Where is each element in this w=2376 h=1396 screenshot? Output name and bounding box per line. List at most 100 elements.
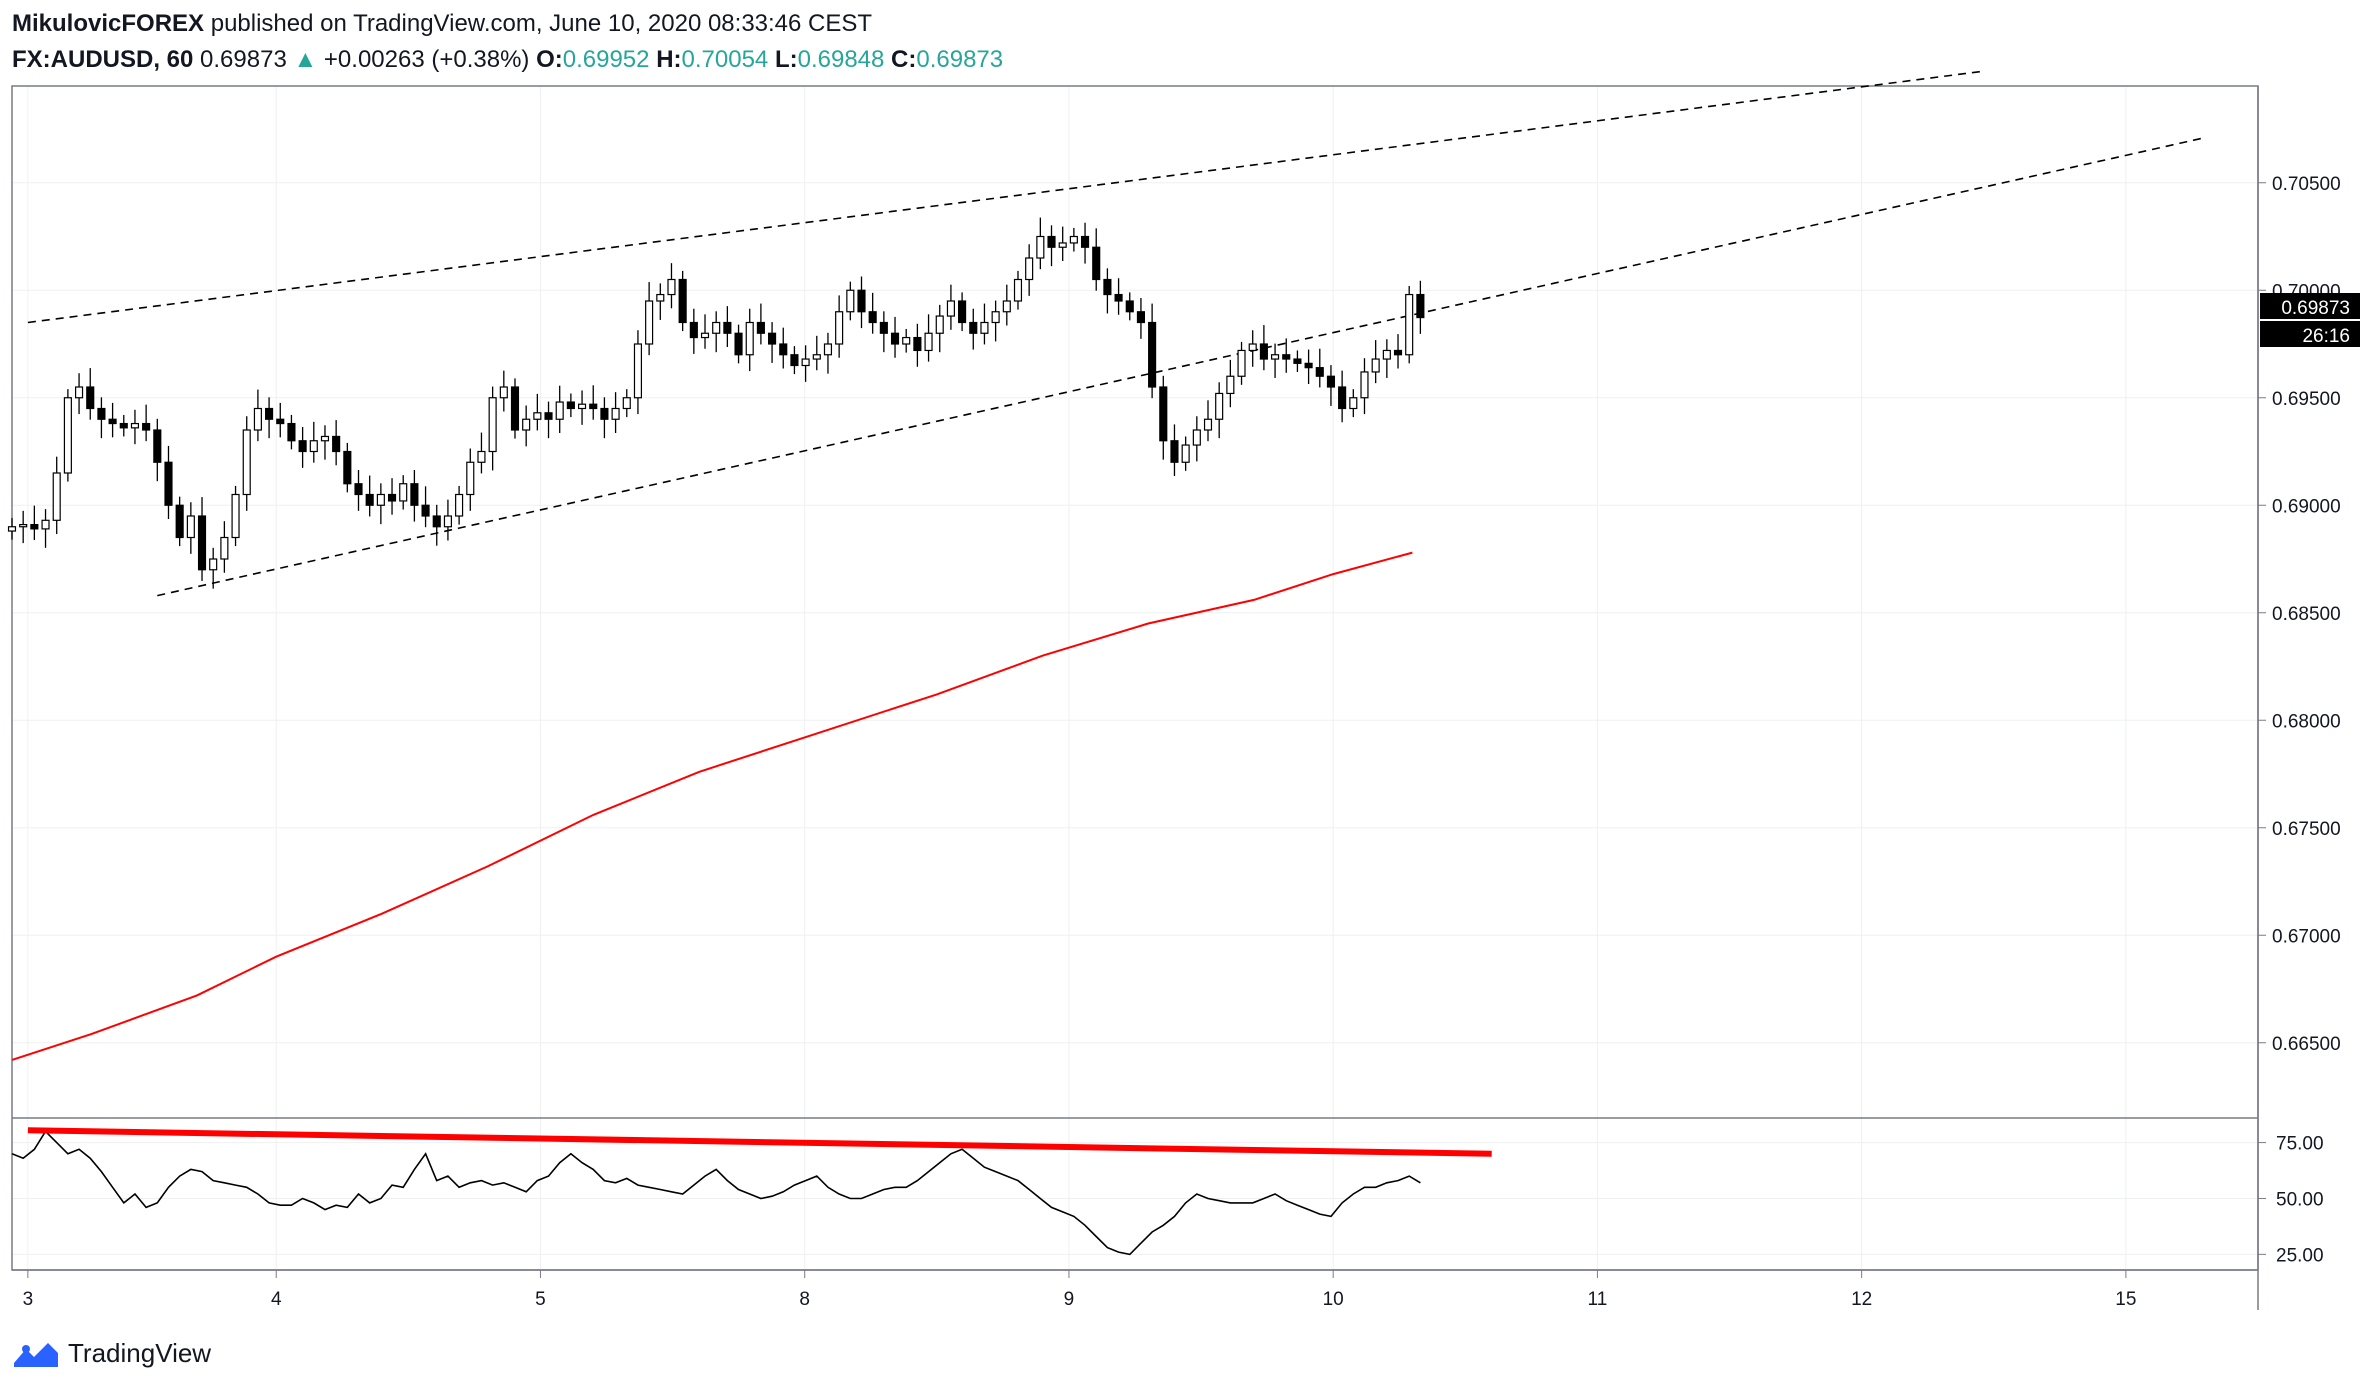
upper-channel-line[interactable]: [27, 70, 1986, 324]
candle-body: [1360, 371, 1369, 399]
last-price-badge: [2260, 293, 2360, 319]
candle-body: [119, 422, 128, 429]
brand-name[interactable]: TradingView: [68, 1338, 212, 1368]
candle-body: [1025, 257, 1034, 281]
candle-body: [253, 407, 262, 431]
candle-body: [1047, 235, 1056, 248]
price-labels: 0.69873 26:16: [2260, 293, 2360, 347]
candle-body: [600, 407, 609, 420]
candle-body: [432, 515, 441, 528]
candle-body: [1136, 311, 1145, 324]
candle-body: [656, 293, 665, 302]
candle-body: [153, 429, 162, 463]
candle-body: [1248, 343, 1257, 352]
author-name[interactable]: MikulovicFOREX: [12, 10, 205, 37]
candle-body: [399, 483, 408, 502]
price-tick-label: 0.70500: [2272, 174, 2341, 195]
candle-body: [86, 386, 95, 410]
candle-body: [197, 515, 207, 571]
candle-body: [723, 321, 732, 334]
candle-body: [1304, 362, 1313, 369]
candle-body: [52, 472, 61, 521]
candle-body: [700, 332, 710, 339]
candle-body: [63, 397, 72, 474]
candle-body: [1416, 293, 1425, 319]
channel-lines[interactable]: [27, 70, 2206, 597]
tradingview-logo-icon[interactable]: [12, 1339, 60, 1369]
candle-body: [835, 311, 844, 345]
symbol-name[interactable]: FX:AUDUSD, 60: [12, 46, 194, 73]
candle-body: [410, 483, 419, 506]
price-tick-label: 0.67000: [2272, 926, 2341, 947]
time-tick-label: 8: [799, 1289, 810, 1310]
osc-tick-label: 25.00: [2276, 1245, 2324, 1266]
candle-body: [935, 315, 944, 334]
candle-body: [287, 422, 296, 442]
candle-body: [186, 515, 195, 539]
candle-body: [913, 336, 922, 352]
time-tick-label: 15: [2115, 1289, 2136, 1310]
candle-body: [678, 278, 687, 324]
candle-body: [823, 343, 833, 356]
last-price: 0.69873: [200, 46, 287, 73]
candle-body: [566, 401, 575, 410]
candle-body: [1148, 321, 1157, 388]
low-value: 0.69848: [797, 46, 885, 73]
candle-body: [108, 418, 117, 425]
high-label: H:: [656, 46, 682, 73]
candle-body: [1036, 235, 1045, 259]
candle-body: [1159, 386, 1168, 442]
candle-body: [756, 321, 765, 334]
candle-body: [1058, 242, 1067, 248]
price-tick-label: 0.69000: [2272, 496, 2341, 517]
candle-body: [309, 440, 318, 453]
candle-body: [164, 461, 173, 506]
candle-body: [455, 493, 464, 517]
moving-average[interactable]: [11, 551, 1413, 1061]
close-value: 0.69873: [916, 46, 1004, 73]
candle-body: [779, 343, 788, 356]
osc-tick-label: 50.00: [2276, 1189, 2324, 1210]
price-tick-label: 0.66500: [2272, 1034, 2341, 1055]
candle-body: [1371, 358, 1380, 373]
candle-body: [1338, 386, 1347, 410]
moving-average-layer: [11, 551, 1413, 1061]
price-tick-label: 0.67500: [2272, 819, 2341, 840]
publish-info: MikulovicFOREX published on TradingView.…: [12, 6, 1003, 42]
candle-body: [1103, 278, 1112, 296]
candle-body: [589, 403, 598, 410]
candle-body: [846, 289, 855, 313]
candle-body: [1069, 235, 1078, 244]
candle-body: [946, 300, 955, 317]
candle-body: [1282, 354, 1291, 360]
candle-body: [1181, 444, 1190, 463]
candle-body: [712, 321, 721, 334]
candle-body: [421, 504, 430, 517]
lower-channel-line[interactable]: [157, 136, 2206, 597]
candle-body: [320, 435, 330, 442]
candle-body: [622, 397, 631, 410]
candle-body: [879, 321, 888, 334]
time-tick-label: 10: [1323, 1289, 1344, 1310]
candle-body: [1315, 367, 1324, 377]
symbol-legend: FX:AUDUSD, 60 0.69873 ▲ +0.00263 (+0.38%…: [12, 42, 1003, 78]
candle-body: [577, 403, 587, 410]
candle-body: [1405, 293, 1414, 356]
candle-body: [555, 401, 564, 420]
candle-body: [1170, 440, 1179, 463]
candle-body: [958, 300, 967, 324]
candle-body: [1203, 418, 1213, 431]
last-price-label: 0.69873: [2281, 298, 2350, 319]
candle-body: [980, 321, 989, 334]
chart-frame: [11, 85, 2259, 1271]
candle-body: [477, 450, 486, 463]
candle-body: [689, 321, 698, 339]
time-axis[interactable]: 3 4 5 8 9 10 11 12 15: [23, 1270, 2137, 1310]
oscillator-trendline[interactable]: [27, 1127, 1492, 1157]
candle-body: [1192, 429, 1201, 446]
candle-body: [1237, 349, 1246, 377]
candle-body: [1326, 375, 1336, 388]
candle-body: [633, 343, 643, 399]
candle-body: [97, 407, 106, 420]
